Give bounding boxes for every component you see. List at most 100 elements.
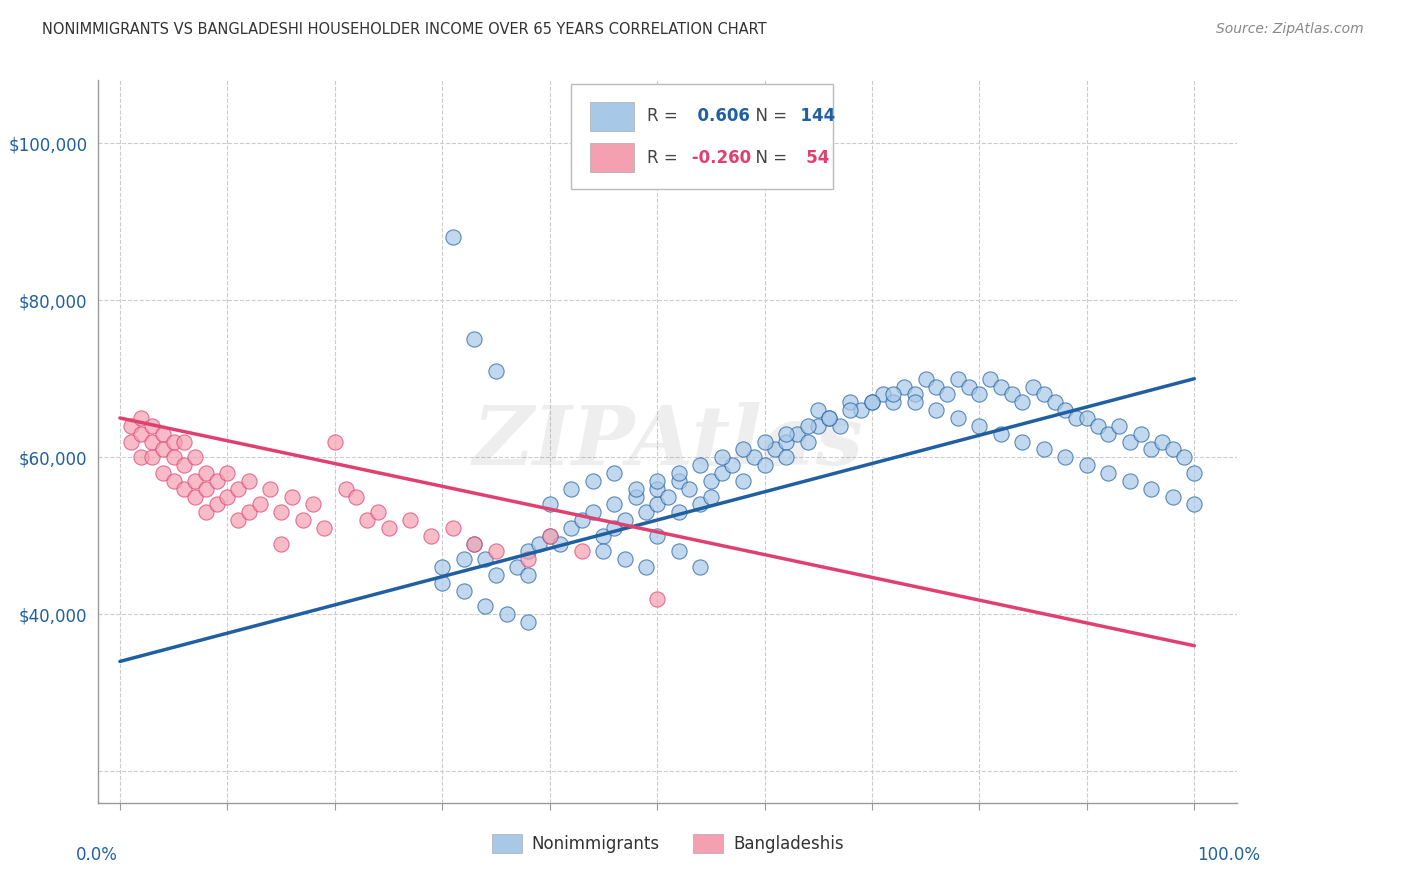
Point (645, 529, 668, 543)
Point (796, 434, 818, 449)
Point (700, 474, 723, 488)
Point (969, 418, 991, 433)
Text: N =: N = (745, 107, 787, 126)
Point (432, 560, 454, 574)
Point (860, 395, 883, 409)
Point (205, 497, 228, 511)
Point (120, 418, 142, 433)
Point (700, 490, 723, 504)
Point (668, 466, 690, 480)
Point (1064, 411, 1087, 425)
Point (796, 418, 818, 433)
Point (731, 442, 754, 457)
Point (990, 426, 1012, 441)
Point (173, 458, 195, 472)
Point (194, 482, 217, 496)
Text: NONIMMIGRANTS VS BANGLADESHI HOUSEHOLDER INCOME OVER 65 YEARS CORRELATION CHART: NONIMMIGRANTS VS BANGLADESHI HOUSEHOLDER… (42, 22, 766, 37)
Point (291, 513, 314, 527)
Point (582, 505, 605, 519)
Point (238, 505, 260, 519)
Point (592, 529, 614, 543)
Point (872, 387, 894, 401)
Point (463, 333, 485, 347)
FancyBboxPatch shape (591, 143, 634, 172)
Legend: Nonimmigrants, Bangladeshis: Nonimmigrants, Bangladeshis (485, 827, 851, 860)
Point (162, 474, 184, 488)
Point (226, 482, 249, 496)
Point (636, 505, 658, 519)
Text: N =: N = (745, 149, 787, 167)
Point (882, 387, 904, 401)
Point (1119, 474, 1142, 488)
Point (860, 395, 883, 409)
Point (152, 442, 174, 457)
Point (184, 490, 207, 504)
Point (152, 466, 174, 480)
Point (689, 458, 711, 472)
Point (763, 442, 786, 457)
Point (571, 513, 593, 527)
Point (571, 544, 593, 558)
Point (742, 450, 765, 465)
Point (818, 411, 841, 425)
Point (807, 418, 830, 433)
Point (441, 230, 464, 244)
Point (1001, 387, 1024, 401)
Point (786, 426, 808, 441)
Point (818, 411, 841, 425)
Point (550, 536, 572, 550)
Point (238, 474, 260, 488)
Point (624, 482, 647, 496)
Point (495, 607, 517, 622)
Text: R =: R = (647, 149, 678, 167)
Point (367, 505, 389, 519)
Point (636, 560, 658, 574)
Point (731, 474, 754, 488)
Point (344, 490, 367, 504)
Point (1032, 387, 1054, 401)
Point (925, 403, 948, 417)
Point (957, 379, 980, 393)
Point (194, 505, 217, 519)
Point (882, 395, 904, 409)
Point (603, 497, 626, 511)
Point (217, 490, 239, 504)
Point (1182, 466, 1205, 480)
Text: 144: 144 (789, 107, 835, 126)
Point (517, 615, 540, 630)
Point (538, 497, 561, 511)
Point (624, 490, 647, 504)
Point (1087, 418, 1109, 433)
Point (162, 434, 184, 449)
Point (613, 513, 636, 527)
Point (194, 466, 217, 480)
Point (485, 544, 508, 558)
Point (893, 379, 915, 393)
Text: 100.0%: 100.0% (1197, 847, 1260, 864)
Point (645, 482, 668, 496)
Point (1173, 450, 1195, 465)
Point (1129, 426, 1152, 441)
Point (668, 544, 690, 558)
Point (645, 474, 668, 488)
Point (1022, 379, 1045, 393)
Point (517, 568, 540, 582)
Point (141, 434, 163, 449)
Point (1076, 411, 1098, 425)
Point (1011, 395, 1033, 409)
Text: R =: R = (647, 107, 678, 126)
FancyBboxPatch shape (571, 84, 832, 189)
Point (904, 387, 927, 401)
Point (131, 450, 153, 465)
Text: 0.606: 0.606 (686, 107, 749, 126)
Point (668, 505, 690, 519)
Point (1097, 466, 1119, 480)
Point (184, 474, 207, 488)
Point (754, 434, 776, 449)
Point (1119, 434, 1142, 449)
Point (839, 403, 862, 417)
Point (678, 482, 700, 496)
Point (1108, 418, 1130, 433)
Point (463, 536, 485, 550)
Point (979, 372, 1001, 386)
